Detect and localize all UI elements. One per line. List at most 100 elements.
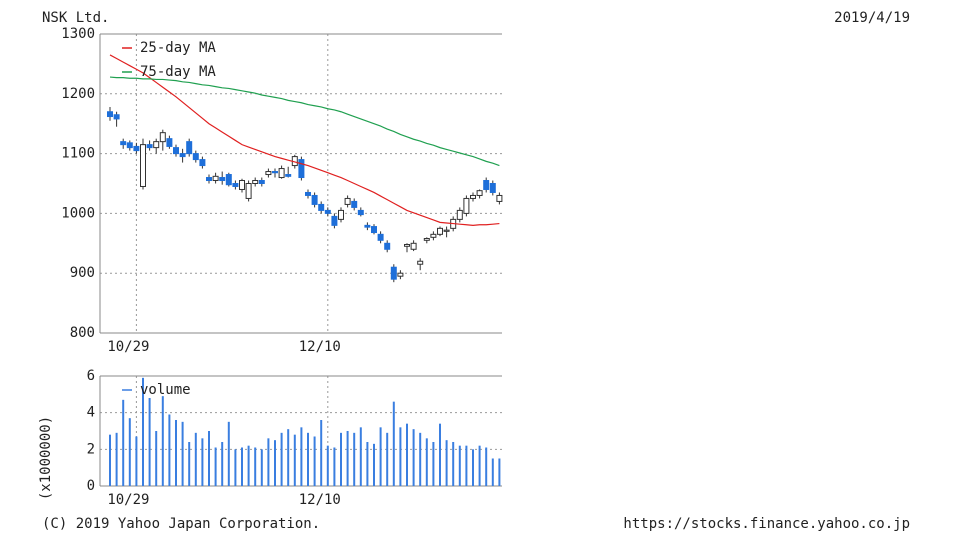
candle-body [397, 272, 404, 277]
volume-bar [208, 431, 210, 486]
volume-bar [485, 447, 488, 486]
candle-body [351, 200, 358, 208]
volume-bar [122, 399, 125, 486]
volume-bar [425, 438, 428, 486]
copyright: (C) 2019 Yahoo Japan Corporation. [42, 516, 320, 532]
volume-bar [280, 432, 283, 486]
candle-body [225, 174, 232, 186]
volume-bar [333, 447, 336, 486]
y-tick-label: 1100 [61, 146, 95, 162]
moving-average-line [109, 54, 500, 226]
candle-body [338, 209, 344, 220]
x-tick-label: 12/10 [299, 492, 341, 508]
volume-bar [399, 427, 402, 486]
volume-bar [472, 449, 474, 486]
volume-bar [194, 432, 197, 486]
candle-body [192, 153, 199, 161]
y-tick-label: 900 [70, 265, 95, 281]
volume-bar [300, 427, 303, 486]
candle-body [305, 191, 311, 196]
y-tick-label: 6 [87, 368, 95, 384]
volume-bar [254, 447, 257, 486]
candle-body [166, 138, 173, 147]
candle-body [272, 171, 278, 174]
volume-bar [214, 447, 217, 486]
source-url: https://stocks.finance.yahoo.co.jp [623, 516, 910, 532]
candle-body [239, 180, 245, 190]
candle-body [252, 180, 259, 184]
volume-bar [412, 429, 415, 486]
y-tick-label: 4 [87, 405, 95, 421]
x-tick-label: 12/10 [299, 339, 341, 355]
volume-bar [247, 445, 250, 486]
candle-body [430, 233, 437, 238]
volume-bar [320, 420, 323, 486]
volume-bar [465, 445, 468, 486]
volume-bar [287, 429, 290, 486]
volume-bar [458, 445, 461, 486]
volume-bar [359, 427, 362, 486]
volume-bar [201, 438, 204, 486]
legend-label: 75-day MA [140, 64, 216, 80]
volume-bar [148, 398, 151, 486]
candle-body [245, 183, 252, 199]
candle-body [443, 229, 450, 232]
volume-bar [307, 432, 309, 486]
volume-bar [142, 377, 144, 486]
candle-body [212, 175, 219, 182]
volume-bar [366, 442, 369, 486]
candle-body [357, 209, 364, 216]
volume-bar [267, 438, 270, 486]
volume-bar [353, 432, 356, 486]
volume-bar [161, 396, 164, 486]
volume-bar [155, 431, 158, 486]
volume-bar [340, 432, 342, 486]
volume-bar [313, 436, 316, 486]
candle-body [146, 144, 153, 149]
volume-bar [373, 443, 375, 486]
volume-bar [498, 458, 501, 486]
volume-bar [386, 432, 389, 486]
candle-body [423, 238, 430, 241]
candle-body [364, 224, 371, 228]
candle-body [496, 194, 503, 202]
x-tick-label: 10/29 [107, 339, 149, 355]
volume-bar [419, 432, 422, 486]
candle-body [140, 144, 146, 187]
volume-bar [274, 440, 276, 486]
candle-body [417, 260, 424, 265]
candle-body [331, 215, 338, 226]
volume-bar [478, 445, 481, 486]
y-tick-label: 1200 [61, 86, 95, 102]
y-tick-label: 1000 [61, 205, 95, 221]
volume-bar [392, 401, 395, 486]
volume-bar [439, 423, 441, 486]
volume-bar [175, 420, 177, 486]
candle-body [463, 197, 470, 214]
candle-body [113, 114, 120, 120]
candle-body [489, 183, 496, 193]
chart-title: NSK Ltd. [42, 10, 109, 26]
candle-body [107, 111, 113, 118]
candle-body [384, 242, 391, 250]
candle-body [126, 142, 133, 149]
y-tick-label: 800 [70, 325, 95, 341]
chart-date: 2019/4/19 [834, 10, 910, 26]
candle-body [410, 242, 417, 250]
volume-bar [181, 421, 184, 486]
volume-bar [109, 434, 111, 486]
candle-body [159, 132, 166, 143]
volume-bar [326, 445, 329, 486]
candle-body [298, 159, 305, 179]
y-tick-label: 2 [87, 441, 95, 457]
volume-bar [221, 442, 224, 486]
volume-bar [188, 442, 191, 486]
volume-bar [168, 414, 171, 486]
candle-body [483, 180, 490, 190]
candle-body [219, 177, 226, 182]
candle-body [470, 194, 476, 199]
volume-bar [241, 447, 243, 486]
candle-body [390, 266, 397, 280]
legend-label: 25-day MA [140, 40, 216, 56]
